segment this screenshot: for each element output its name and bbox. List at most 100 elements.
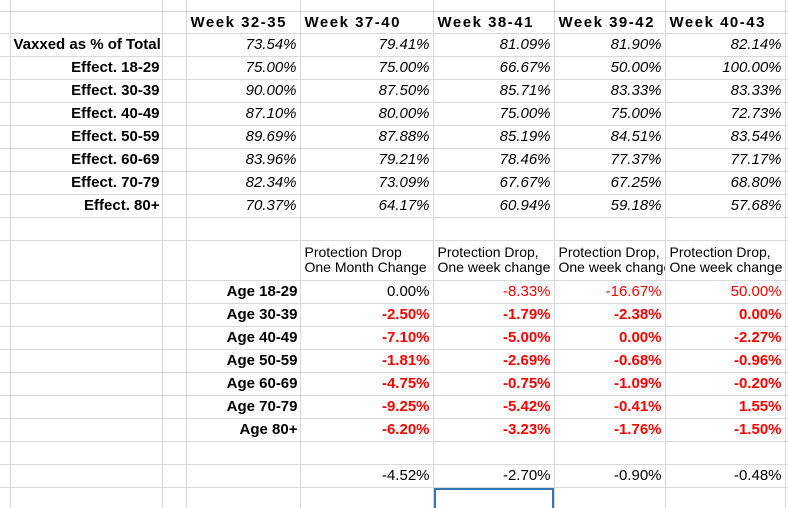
empty-cell[interactable] [186,487,301,508]
change-value-cell[interactable]: -7.10% [300,326,434,350]
week-header-cell[interactable]: Week 40-43 [665,11,786,34]
empty-cell[interactable] [0,487,11,508]
empty-cell[interactable] [10,395,163,419]
empty-cell[interactable] [0,79,11,103]
empty-cell[interactable] [0,240,11,281]
empty-cell[interactable] [785,418,788,442]
empty-cell[interactable] [162,326,187,350]
change-value-cell[interactable]: -2.69% [433,349,555,373]
empty-cell[interactable] [186,217,301,241]
change-value-cell[interactable]: 0.00% [554,326,666,350]
empty-cell[interactable] [0,395,11,419]
age-label-cell[interactable]: Age 18-29 [186,280,301,304]
value-cell[interactable]: 83.96% [186,148,301,172]
value-cell[interactable]: 75.00% [433,102,555,126]
value-cell[interactable]: 83.33% [665,79,786,103]
change-value-cell[interactable]: -3.23% [433,418,555,442]
row-label-cell[interactable]: Effect. 40-49 [10,102,163,126]
empty-cell[interactable] [162,441,187,465]
empty-cell[interactable] [162,56,187,80]
empty-cell[interactable] [0,0,11,12]
empty-cell[interactable] [0,217,11,241]
empty-cell[interactable] [785,240,788,281]
empty-cell[interactable] [665,487,786,508]
empty-cell[interactable] [162,280,187,304]
empty-cell[interactable] [162,240,187,281]
value-cell[interactable]: 78.46% [433,148,555,172]
empty-cell[interactable] [162,418,187,442]
value-cell[interactable]: 72.73% [665,102,786,126]
empty-cell[interactable] [10,240,163,281]
change-value-cell[interactable]: 1.55% [665,395,786,419]
empty-cell[interactable] [0,148,11,172]
empty-cell[interactable] [0,418,11,442]
age-label-cell[interactable]: Age 80+ [186,418,301,442]
empty-cell[interactable] [10,217,163,241]
change-value-cell[interactable]: 50.00% [665,280,786,304]
empty-cell[interactable] [785,0,788,12]
empty-cell[interactable] [162,372,187,396]
value-cell[interactable]: 60.94% [433,194,555,218]
empty-cell[interactable] [162,194,187,218]
selected-cell[interactable] [433,487,555,508]
empty-cell[interactable] [0,349,11,373]
change-value-cell[interactable]: -2.50% [300,303,434,327]
empty-cell[interactable] [162,11,187,34]
empty-cell[interactable] [554,0,666,12]
change-value-cell[interactable]: -5.00% [433,326,555,350]
age-label-cell[interactable]: Age 50-59 [186,349,301,373]
empty-cell[interactable] [785,217,788,241]
empty-cell[interactable] [300,217,434,241]
empty-cell[interactable] [785,441,788,465]
empty-cell[interactable] [785,171,788,195]
change-value-cell[interactable]: -0.68% [554,349,666,373]
summary-value-cell[interactable]: -2.70% [433,464,555,488]
change-value-cell[interactable]: 0.00% [300,280,434,304]
value-cell[interactable]: 100.00% [665,56,786,80]
empty-cell[interactable] [0,11,11,34]
change-value-cell[interactable]: -1.76% [554,418,666,442]
empty-cell[interactable] [665,0,786,12]
value-cell[interactable]: 85.71% [433,79,555,103]
change-value-cell[interactable]: 0.00% [665,303,786,327]
row-label-cell[interactable]: Effect. 70-79 [10,171,163,195]
value-cell[interactable]: 59.18% [554,194,666,218]
value-cell[interactable]: 73.54% [186,33,301,57]
empty-cell[interactable] [10,326,163,350]
empty-cell[interactable] [785,125,788,149]
change-value-cell[interactable]: -2.27% [665,326,786,350]
age-label-cell[interactable]: Age 70-79 [186,395,301,419]
change-header-cell[interactable]: Protection Drop, One week change [665,240,786,281]
empty-cell[interactable] [162,125,187,149]
empty-cell[interactable] [0,56,11,80]
value-cell[interactable]: 64.17% [300,194,434,218]
age-label-cell[interactable]: Age 40-49 [186,326,301,350]
change-value-cell[interactable]: -0.75% [433,372,555,396]
change-value-cell[interactable]: -6.20% [300,418,434,442]
value-cell[interactable]: 79.41% [300,33,434,57]
empty-cell[interactable] [785,194,788,218]
empty-cell[interactable] [0,303,11,327]
empty-cell[interactable] [162,464,187,488]
empty-cell[interactable] [162,79,187,103]
value-cell[interactable]: 87.50% [300,79,434,103]
change-value-cell[interactable]: -4.75% [300,372,434,396]
week-header-cell[interactable]: Week 32-35 [186,11,301,34]
value-cell[interactable]: 82.34% [186,171,301,195]
value-cell[interactable]: 90.00% [186,79,301,103]
empty-cell[interactable] [300,0,434,12]
empty-cell[interactable] [0,441,11,465]
empty-cell[interactable] [10,441,163,465]
value-cell[interactable]: 77.17% [665,148,786,172]
age-label-cell[interactable]: Age 30-39 [186,303,301,327]
empty-cell[interactable] [785,148,788,172]
empty-cell[interactable] [785,464,788,488]
empty-cell[interactable] [785,11,788,34]
empty-cell[interactable] [0,125,11,149]
change-value-cell[interactable]: -1.79% [433,303,555,327]
empty-cell[interactable] [433,441,555,465]
change-value-cell[interactable]: -0.41% [554,395,666,419]
empty-cell[interactable] [785,102,788,126]
empty-cell[interactable] [785,349,788,373]
change-header-cell[interactable]: Protection Drop, One week change [433,240,555,281]
